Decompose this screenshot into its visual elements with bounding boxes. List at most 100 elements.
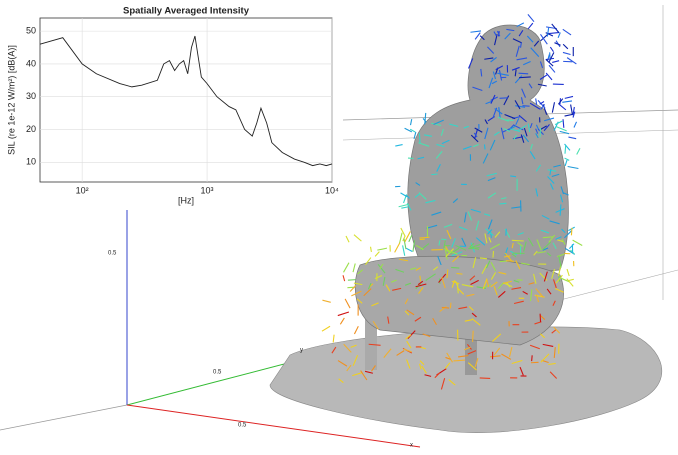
arrow (547, 28, 548, 37)
arrow (475, 33, 480, 40)
arrow (399, 204, 409, 206)
arrow (550, 47, 553, 52)
arrow (406, 248, 412, 251)
arrow (322, 326, 330, 331)
arrow (549, 65, 555, 72)
y-axis-label: SIL (re 1e-12 W/m²) [dB(A)] (6, 45, 16, 155)
arrow (552, 102, 554, 112)
arrow (377, 248, 387, 250)
figure: 0.5 0.5 0.5 y x Spatially Averaged Inten… (0, 0, 678, 455)
arrow (371, 247, 372, 252)
arrow (338, 312, 349, 316)
arrow (346, 236, 349, 242)
scene-grid (560, 270, 678, 300)
arrow (506, 261, 514, 262)
page: {"chart_data": {"type": "line", "title":… (0, 0, 678, 455)
scene-label: 0.5 (108, 251, 117, 257)
arrow (571, 228, 572, 235)
arrow (563, 29, 571, 35)
arrow (556, 127, 566, 131)
arrow (574, 122, 577, 128)
arrow (567, 58, 576, 64)
arrow (565, 96, 573, 98)
arrow (559, 104, 566, 110)
arrow (431, 174, 437, 175)
arrow (577, 148, 580, 154)
arrow (473, 331, 474, 342)
arrow (568, 166, 579, 168)
chart-title: Spatially Averaged Intensity (123, 6, 250, 17)
arrow (353, 263, 355, 272)
arrow (568, 279, 574, 280)
arrow (420, 276, 421, 282)
arrow (348, 280, 356, 281)
arrow (546, 73, 552, 80)
arrow (457, 273, 463, 274)
y-tick-label: 40 (26, 58, 36, 68)
arrow (403, 245, 405, 255)
arrow (507, 120, 514, 121)
seat-back (408, 25, 569, 280)
x-tick-label: 10³ (201, 185, 214, 195)
arrow (521, 43, 522, 48)
y-tick-label: 20 (26, 124, 36, 134)
arrow (567, 269, 569, 276)
arrow (419, 237, 429, 238)
scene-label: x (410, 443, 413, 449)
arrow (563, 119, 564, 128)
arrow (573, 240, 583, 245)
arrow (499, 203, 506, 204)
y-tick-label: 10 (26, 157, 36, 167)
arrow (401, 207, 408, 208)
arrow (555, 121, 562, 125)
arrow (344, 263, 349, 273)
x-axis-label: [Hz] (178, 195, 194, 205)
arrow (552, 61, 559, 63)
arrow (500, 261, 507, 262)
y-tick-label: 30 (26, 91, 36, 101)
arrow (563, 52, 571, 54)
arrow (409, 235, 412, 242)
arrow (500, 98, 508, 99)
arrow (395, 145, 402, 146)
arrow (563, 44, 568, 49)
arrow (354, 235, 361, 241)
scene-axis (0, 405, 127, 430)
arrow (562, 101, 572, 102)
scene-label: y (300, 348, 303, 354)
arrow (410, 119, 411, 125)
arrow (510, 176, 516, 177)
arrow (419, 133, 420, 144)
scene-label: 0.5 (238, 423, 247, 429)
x-tick-label: 10² (76, 185, 89, 195)
arrow (558, 32, 560, 37)
arrow (340, 318, 344, 324)
arrow (345, 299, 350, 308)
arrow (395, 243, 400, 253)
seat-cushion (355, 256, 563, 345)
arrow (441, 239, 446, 240)
arrow (322, 300, 330, 302)
arrow (532, 355, 533, 361)
scene-label: 0.5 (213, 370, 222, 376)
arrow (451, 267, 459, 268)
arrow (375, 252, 379, 257)
arrow (354, 326, 358, 334)
arrow (442, 307, 449, 308)
y-tick-label: 50 (26, 25, 36, 35)
arrow (480, 378, 490, 379)
arrow (519, 73, 529, 74)
arrow (470, 31, 481, 32)
arrow (484, 144, 485, 149)
arrow (512, 240, 524, 241)
arrow (565, 145, 566, 153)
arrow (493, 251, 494, 257)
arrow (565, 160, 567, 166)
arrow (333, 335, 334, 343)
x-tick-label: 10⁴ (325, 185, 339, 195)
arrow (569, 244, 574, 249)
plot-area (40, 18, 332, 182)
arrow (568, 137, 576, 139)
arrow (400, 233, 403, 243)
arrow (528, 23, 533, 29)
